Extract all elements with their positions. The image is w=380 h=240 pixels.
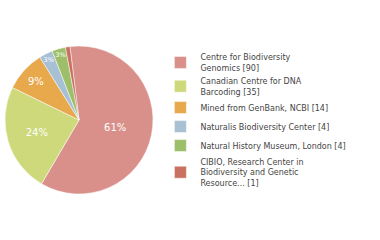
svg-text:Mined from GenBank, NCBI [14]: Mined from GenBank, NCBI [14] [200, 104, 328, 113]
svg-text:Natural History Museum, London: Natural History Museum, London [4] [200, 142, 345, 151]
svg-text:24%: 24% [26, 127, 48, 138]
svg-text:CIBIO, Research Center inBiodi: CIBIO, Research Center inBiodiversity an… [200, 158, 303, 188]
svg-text:Naturalis Biodiversity Center: Naturalis Biodiversity Center [4] [200, 123, 329, 132]
svg-text:Canadian Centre for DNABarcodi: Canadian Centre for DNABarcoding [35] [200, 77, 301, 96]
svg-text:61%: 61% [104, 122, 126, 133]
svg-text:3%: 3% [44, 56, 54, 64]
svg-text:9%: 9% [28, 76, 44, 87]
svg-text:3%: 3% [55, 51, 65, 59]
svg-text:Centre for BiodiversityGenomic: Centre for BiodiversityGenomics [90] [200, 53, 290, 72]
